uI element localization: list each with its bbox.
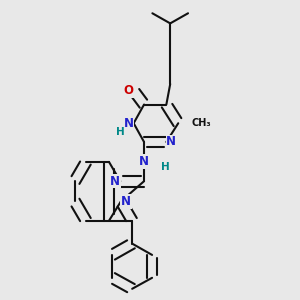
Text: N: N	[124, 117, 134, 130]
Text: N: N	[139, 155, 149, 168]
Text: O: O	[124, 84, 134, 97]
Text: N: N	[166, 136, 176, 148]
Text: CH₃: CH₃	[192, 118, 211, 128]
Text: H: H	[161, 162, 170, 172]
Text: N: N	[110, 175, 120, 188]
Text: H: H	[116, 127, 125, 136]
Text: N: N	[121, 195, 131, 208]
